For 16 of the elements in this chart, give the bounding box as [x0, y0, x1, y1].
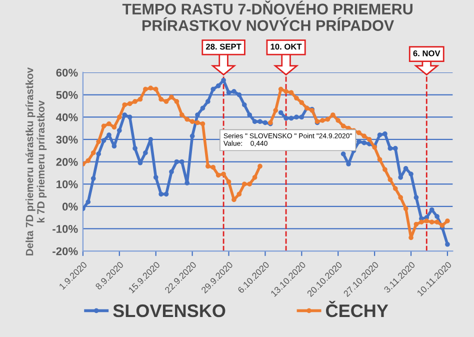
- y-tick-label: 10%: [56, 180, 78, 188]
- y-tick-label: 40%: [56, 113, 78, 122]
- y-tick-label: 60%: [56, 68, 78, 77]
- ref-line-label: 10. OKT: [270, 44, 302, 50]
- y-tick-label: 50%: [56, 91, 78, 99]
- legend-label: ČECHY: [326, 300, 388, 318]
- y-tick-label: 20%: [56, 158, 78, 166]
- y-tick-label: 30%: [56, 136, 78, 144]
- legend-label: SLOVENSKO: [113, 304, 226, 318]
- ref-line-label: 6. NOV: [413, 50, 440, 56]
- y-axis-title: Delta 7D priemeru nárastku prírastkov k 7D priemeru prírastkov: [25, 67, 47, 256]
- y-tick-label: 0%: [62, 202, 78, 211]
- y-tick-label: -20%: [52, 247, 78, 256]
- chart-title: TEMPO RASTU 7-DŇOVÉHO PRIEMERU PRÍRASTKOV NOVÝCH PRÍPADOV: [122, 0, 412, 31]
- ref-line-label: 28. SEPT: [206, 44, 242, 50]
- y-tick-label: -10%: [52, 225, 78, 233]
